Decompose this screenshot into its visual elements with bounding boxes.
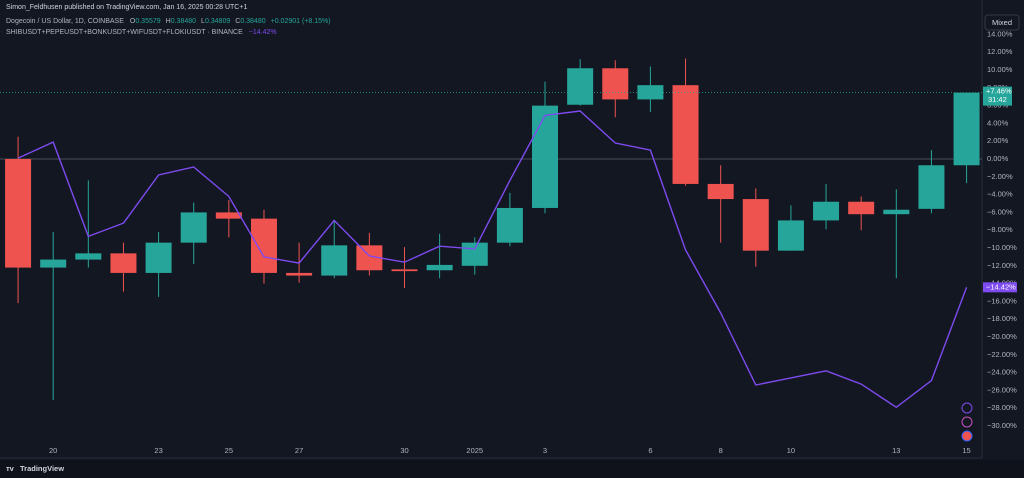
ohlc-key: H: [166, 18, 171, 25]
candle-body: [286, 272, 313, 276]
icon[interactable]: [961, 416, 973, 428]
y-tick-label: −24.00%: [987, 368, 1017, 377]
publisher: Simon_Feldhusen published on TradingView…: [6, 4, 247, 11]
y-tick-label: −22.00%: [987, 350, 1017, 359]
scale-mode-label[interactable]: Mixed: [992, 18, 1012, 27]
x-tick-label: 13: [892, 446, 900, 455]
y-tick-label: 12.00%: [987, 47, 1013, 56]
candle-body: [426, 264, 453, 271]
x-tick-label: 2025: [466, 446, 483, 455]
ohlc-key: C: [235, 18, 240, 25]
ohlc-value: 0.38480: [240, 18, 265, 25]
side-icons: [961, 402, 973, 442]
ohlc-value: +0.02901 (+8.15%): [271, 18, 331, 25]
y-tick-label: 2.00%: [987, 136, 1009, 145]
candle-body: [813, 201, 840, 221]
candle-body: [75, 253, 102, 260]
candle-body: [883, 209, 910, 215]
candle-body: [707, 183, 734, 200]
x-tick-label: 25: [225, 446, 233, 455]
y-tick-label: 10.00%: [987, 65, 1013, 74]
last-price-label: +7.46%: [986, 87, 1012, 96]
ohlc-value: 0.38480: [171, 18, 196, 25]
candle-body: [391, 269, 418, 272]
y-tick-label: −12.00%: [987, 261, 1017, 270]
candle-body: [742, 199, 769, 251]
x-tick-label: 20: [49, 446, 57, 455]
ohlc-value: 0.34809: [205, 18, 230, 25]
candle-body: [496, 207, 523, 243]
icon[interactable]: [961, 402, 973, 414]
candle-body: [777, 220, 804, 251]
y-tick-label: −6.00%: [987, 207, 1013, 216]
candle-body: [567, 68, 594, 105]
y-tick-label: −18.00%: [987, 314, 1017, 323]
brand-logo: ᴛv: [6, 464, 15, 473]
candle-body: [40, 259, 67, 268]
candle-body: [532, 105, 559, 208]
candle-body: [110, 253, 137, 273]
candle-body: [848, 201, 875, 215]
series-last-value: −14.42%: [249, 29, 277, 36]
candle-body: [918, 165, 945, 209]
y-tick-label: −10.00%: [987, 243, 1017, 252]
footer: [0, 460, 1024, 478]
line-last-label: −14.42%: [986, 282, 1016, 291]
candle-body: [953, 92, 980, 166]
ohlc-key: O: [130, 18, 136, 25]
brand: TradingView: [20, 464, 64, 473]
candle-body: [215, 212, 242, 219]
line-last-box: [983, 282, 1017, 293]
y-tick-label: 4.00%: [987, 118, 1009, 127]
scale-mode-button[interactable]: [984, 14, 1020, 31]
candle-body: [602, 68, 629, 100]
y-tick-label: −16.00%: [987, 296, 1017, 305]
candle-body: [145, 242, 172, 273]
x-tick-label: 8: [719, 446, 723, 455]
y-tick-label: −20.00%: [987, 332, 1017, 341]
x-tick-label: 10: [787, 446, 795, 455]
last-price-box: [983, 86, 1012, 106]
series-name: Dogecoin / US Dollar, 1D, COINBASE: [6, 18, 124, 25]
x-tick-label: 27: [295, 446, 303, 455]
x-tick-label: 30: [400, 446, 408, 455]
y-tick-label: −2.00%: [987, 172, 1013, 181]
x-tick-label: 3: [543, 446, 547, 455]
candle-body: [250, 218, 277, 273]
ohlc-value: 0.35579: [135, 18, 160, 25]
candle-body: [637, 85, 664, 100]
y-tick-label: −26.00%: [987, 385, 1017, 394]
candle-body: [321, 245, 348, 276]
countdown: 31:42: [988, 95, 1007, 104]
y-tick-label: −4.00%: [987, 190, 1013, 199]
x-tick-label: 15: [962, 446, 970, 455]
line-series: [17, 110, 968, 409]
candle-body: [461, 242, 488, 266]
y-tick-label: −8.00%: [987, 225, 1013, 234]
y-tick-label: 0.00%: [987, 154, 1009, 163]
y-tick-label: 14.00%: [987, 29, 1013, 38]
candle-body: [672, 85, 699, 184]
candle-body: [5, 159, 32, 268]
y-tick-label: −28.00%: [987, 403, 1017, 412]
icon[interactable]: [961, 430, 973, 442]
y-tick-label: −30.00%: [987, 421, 1017, 430]
candle-body: [180, 212, 207, 243]
x-tick-label: 23: [154, 446, 162, 455]
ohlc-key: L: [201, 18, 205, 25]
x-tick-label: 6: [648, 446, 652, 455]
series-name: SHIBUSDT+PEPEUSDT+BONKUSDT+WIFUSDT+FLOKI…: [6, 29, 243, 36]
